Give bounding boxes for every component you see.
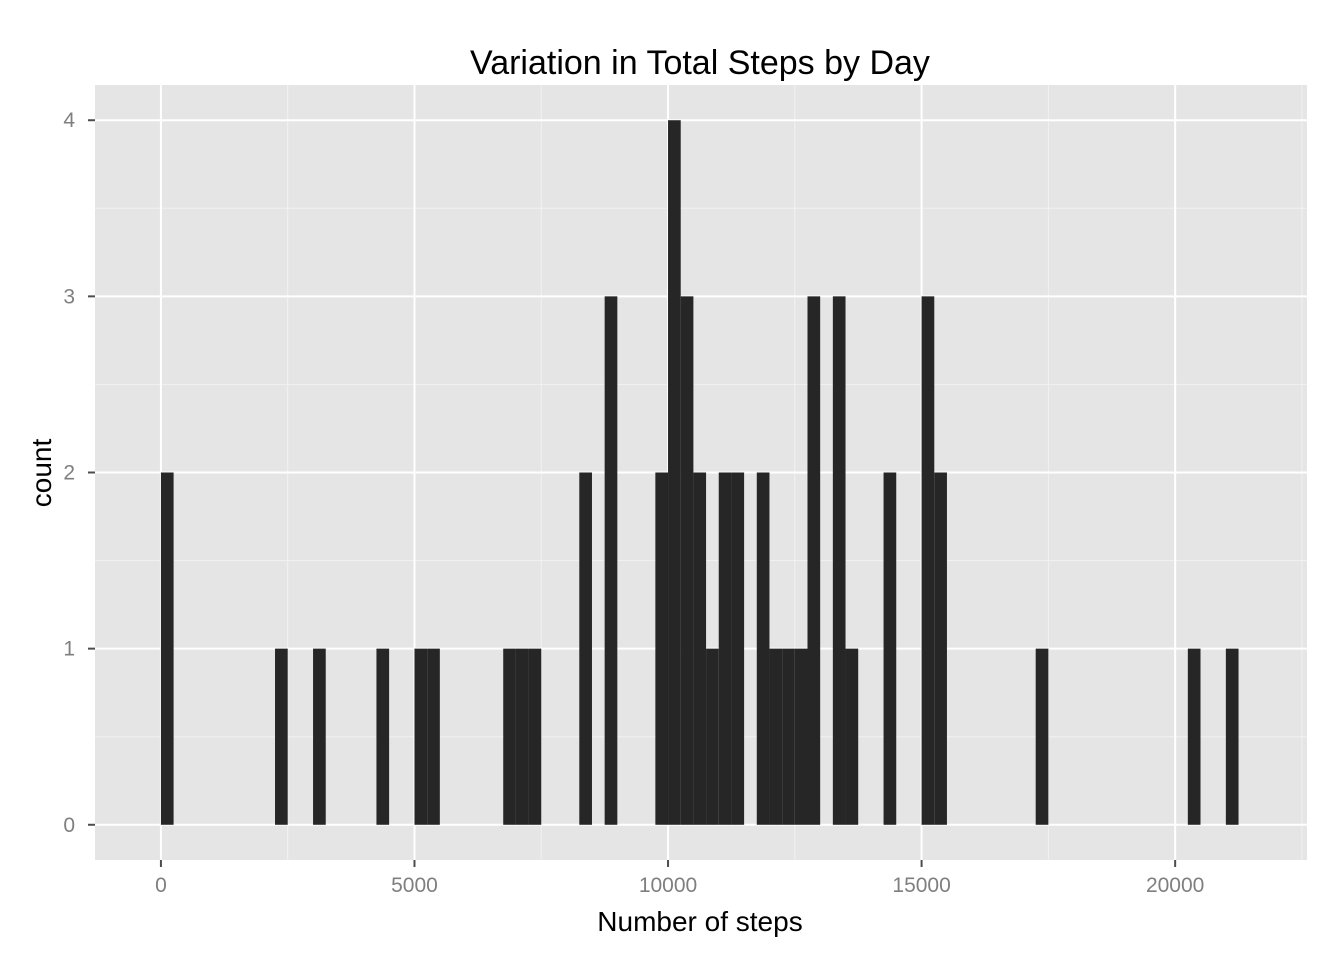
histogram-bars bbox=[160, 120, 1239, 825]
histogram-bar bbox=[845, 648, 859, 825]
histogram-bar bbox=[668, 120, 681, 825]
histogram-bar bbox=[160, 472, 174, 825]
histogram-bar bbox=[832, 296, 846, 825]
histogram-bar bbox=[528, 648, 542, 825]
histogram-bar bbox=[376, 648, 390, 825]
y-axis: 0 1 2 3 4 bbox=[63, 109, 95, 837]
y-tick-label: 2 bbox=[63, 462, 75, 485]
x-tick-label: 10000 bbox=[639, 874, 697, 897]
histogram-bar bbox=[275, 648, 288, 825]
x-tick-label: 15000 bbox=[892, 874, 950, 897]
x-axis-title: Number of steps bbox=[597, 906, 802, 937]
histogram-bar bbox=[769, 648, 783, 825]
y-tick-label: 3 bbox=[63, 285, 75, 308]
histogram-bar bbox=[807, 296, 821, 825]
histogram-bar bbox=[503, 648, 516, 825]
histogram-bar bbox=[1225, 648, 1239, 825]
histogram-bar bbox=[921, 296, 935, 825]
x-axis: 0 5000 10000 15000 20000 bbox=[155, 860, 1204, 897]
x-tick-label: 0 bbox=[155, 874, 167, 897]
histogram-bar bbox=[414, 648, 428, 825]
y-axis-title: count bbox=[26, 439, 57, 508]
x-tick-label: 5000 bbox=[391, 874, 438, 897]
histogram-bar bbox=[756, 472, 770, 825]
histogram-bar bbox=[604, 296, 618, 825]
histogram-bar bbox=[313, 648, 326, 825]
y-tick-label: 1 bbox=[63, 638, 75, 661]
histogram-bar bbox=[579, 472, 592, 825]
histogram-bar bbox=[680, 296, 694, 825]
y-tick-label: 4 bbox=[63, 109, 75, 132]
histogram-bar bbox=[706, 648, 719, 825]
histogram-bar bbox=[731, 472, 745, 825]
histogram-bar bbox=[782, 648, 795, 825]
histogram-bar bbox=[794, 648, 808, 825]
histogram-bar bbox=[718, 472, 732, 825]
histogram-bar bbox=[655, 472, 669, 825]
chart-title: Variation in Total Steps by Day bbox=[470, 44, 930, 82]
y-tick-label: 0 bbox=[63, 814, 75, 837]
histogram-bar bbox=[883, 472, 897, 825]
histogram-bar bbox=[1035, 648, 1049, 825]
histogram-bar bbox=[427, 648, 440, 825]
histogram-bar bbox=[934, 472, 947, 825]
histogram-bar bbox=[693, 472, 707, 825]
x-tick-label: 20000 bbox=[1146, 874, 1204, 897]
histogram-bar bbox=[1187, 648, 1201, 825]
histogram-bar bbox=[515, 648, 529, 825]
